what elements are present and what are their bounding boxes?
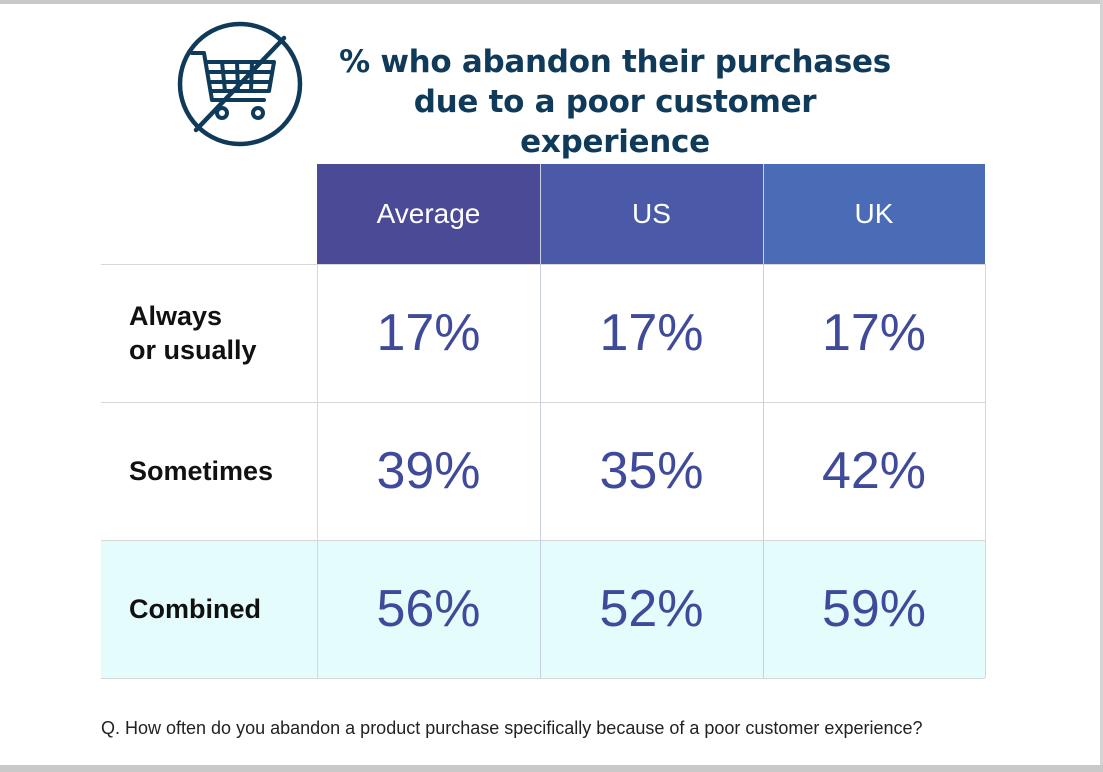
page-title: % who abandon their purchases due to a p… <box>320 42 910 162</box>
column-header-average: Average <box>317 164 540 264</box>
grid-line <box>763 164 764 678</box>
column-header-uk: UK <box>763 164 985 264</box>
grid-line <box>101 402 985 403</box>
value-combined-uk: 59% <box>821 580 927 638</box>
frame-right-border <box>1100 0 1103 772</box>
grid-line <box>540 164 541 678</box>
row-label-always-or-usually: Always or usually <box>101 264 317 402</box>
row-label-combined: Combined <box>129 594 261 624</box>
grid-line <box>317 264 318 678</box>
value-always-average: 17% <box>376 304 481 362</box>
row-label-sometimes: Sometimes <box>129 456 274 486</box>
value-combined-us: 52% <box>599 580 704 638</box>
grid-line <box>101 264 985 265</box>
title-line-2: due to a poor customer experience <box>413 84 817 160</box>
value-sometimes-average: 39% <box>376 442 481 500</box>
value-combined-average: 56% <box>376 580 481 638</box>
value-always-us: 17% <box>599 304 704 362</box>
grid-line <box>985 264 986 678</box>
value-sometimes-uk: 42% <box>821 442 927 500</box>
column-header-us: US <box>540 164 763 264</box>
grid-line <box>101 540 985 541</box>
no-shopping-cart-icon <box>177 21 303 147</box>
combined-row-background <box>101 540 985 678</box>
frame-bottom-border <box>0 765 1103 772</box>
value-sometimes-us: 35% <box>599 442 704 500</box>
row-label-line-1: Always <box>129 301 223 331</box>
value-always-uk: 17% <box>821 304 927 362</box>
frame-top-border <box>0 0 1103 4</box>
row-label-line-2: or usually <box>129 335 257 365</box>
survey-question-footnote: Q. How often do you abandon a product pu… <box>101 718 923 738</box>
grid-line <box>101 678 985 679</box>
title-line-1: % who abandon their purchases <box>339 44 891 80</box>
